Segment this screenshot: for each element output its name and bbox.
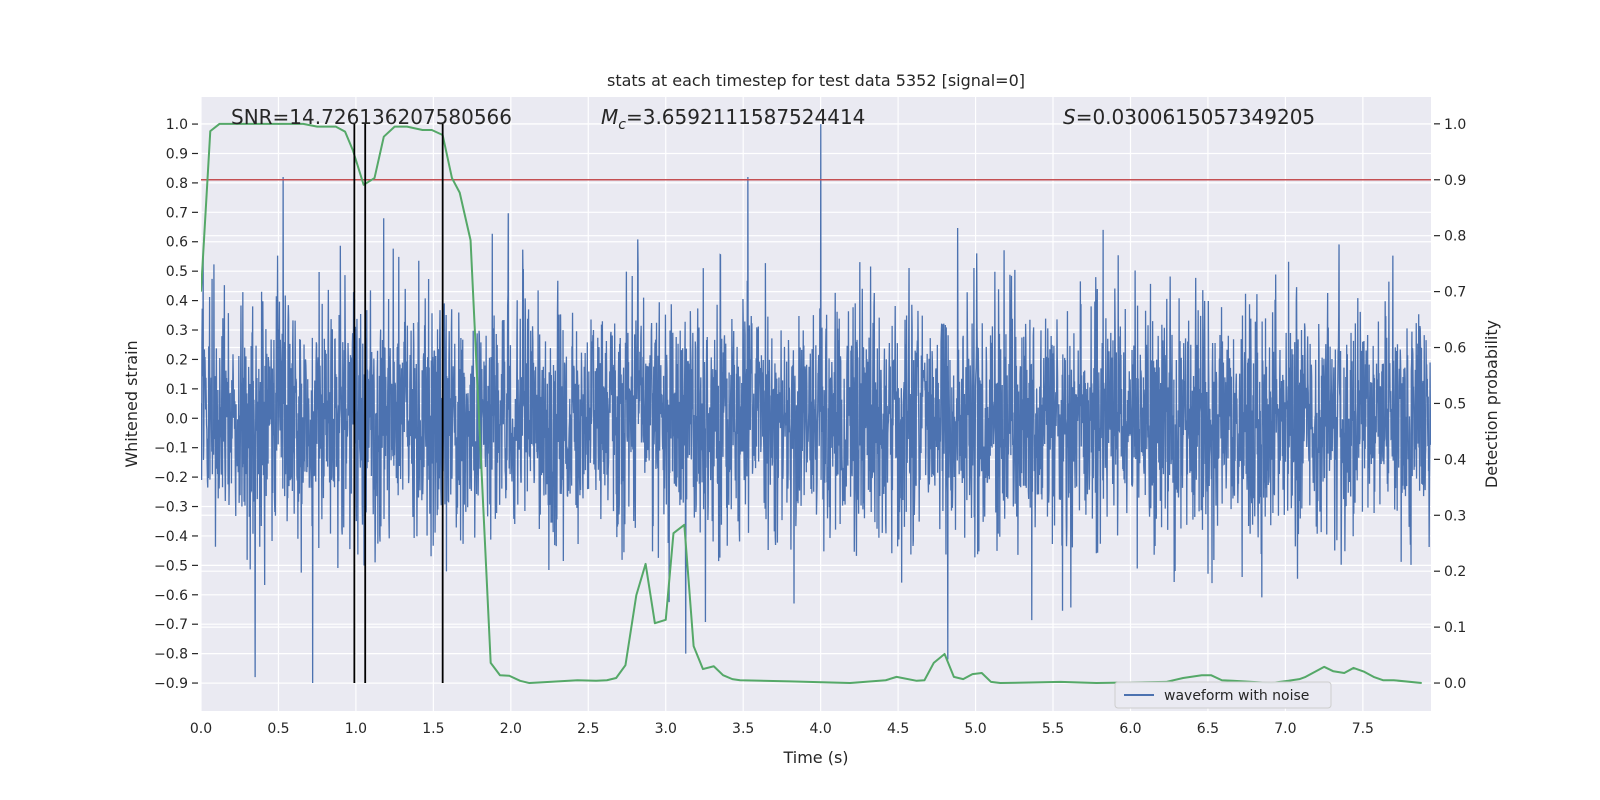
x-tick-label: 4.5: [887, 721, 909, 737]
s-annotation: S=0.0300615057349205: [1063, 105, 1315, 129]
y-tick-label-left: −0.7: [154, 617, 188, 633]
tick-labels: 0.0 0.5 1.0 1.5 2.0 2.5 3.0 3.5 4.0 4.5 5.0 5.5 6.0 6…: [154, 117, 1466, 737]
chirp-mass-annotation: Mc=3.6592111587524414: [601, 105, 865, 133]
x-axis-label: Time (s): [782, 748, 848, 767]
y-tick-label-left: −0.4: [154, 529, 188, 545]
x-tick-label: 4.0: [810, 721, 832, 737]
x-tick-label: 7.5: [1352, 721, 1374, 737]
y-tick-label-right: 0.2: [1444, 564, 1466, 580]
y-tick-label-left: −0.8: [154, 647, 188, 663]
y-tick-label-left: −0.1: [154, 441, 188, 457]
s-value: =0.0300615057349205: [1076, 105, 1315, 129]
y-tick-label-left: 0.2: [166, 352, 188, 368]
x-tick-label: 1.5: [422, 721, 444, 737]
mc-symbol: M: [601, 105, 618, 129]
y-tick-label-left: 0.4: [166, 294, 188, 310]
y-tick-label-left: 0.6: [166, 235, 188, 251]
x-tick-label: 5.0: [964, 721, 986, 737]
y-tick-label-left: 0.8: [166, 176, 188, 192]
y-tick-label-right: 0.4: [1444, 452, 1466, 468]
x-tick-label: 0.5: [267, 721, 289, 737]
y-tick-label-right: 0.3: [1444, 508, 1466, 524]
y-tick-label-left: 0.5: [166, 264, 188, 280]
y-axis-label-left: Whitened strain: [122, 340, 141, 467]
legend-label-waveform: waveform with noise: [1164, 688, 1309, 704]
y-tick-label-left: −0.9: [154, 676, 188, 692]
x-tick-label: 6.5: [1197, 721, 1219, 737]
mc-subscript: c: [618, 117, 626, 133]
x-tick-label: 2.5: [577, 721, 599, 737]
y-tick-label-right: 0.0: [1444, 676, 1466, 692]
y-axis-label-right: Detection probability: [1482, 320, 1501, 488]
y-tick-label-left: 0.9: [166, 146, 188, 162]
y-tick-label-right: 0.9: [1444, 173, 1466, 189]
waveform-line: [201, 124, 1431, 684]
x-tick-label: 2.0: [500, 721, 522, 737]
y-tick-label-left: 0.0: [166, 411, 188, 427]
y-tick-label-right: 0.5: [1444, 396, 1466, 412]
x-tick-label: 5.5: [1042, 721, 1064, 737]
y-tick-label-right: 0.8: [1444, 229, 1466, 245]
y-tick-label-right: 0.7: [1444, 285, 1466, 301]
x-tick-label: 3.0: [655, 721, 677, 737]
y-tick-label-left: −0.6: [154, 588, 188, 604]
mc-value: =3.6592111587524414: [626, 105, 865, 129]
y-tick-label-left: −0.3: [154, 500, 188, 516]
y-tick-label-right: 0.1: [1444, 620, 1466, 636]
y-tick-label-left: 0.1: [166, 382, 188, 398]
y-tick-label-right: 1.0: [1444, 117, 1466, 133]
legend: waveform with noise: [1114, 681, 1332, 709]
s-symbol: S: [1063, 105, 1076, 129]
y-tick-label-left: 0.7: [166, 205, 188, 221]
y-tick-label-left: −0.2: [154, 470, 188, 486]
x-tick-label: 1.0: [345, 721, 367, 737]
x-tick-label: 0.0: [190, 721, 212, 737]
y-tick-label-left: −0.5: [154, 558, 188, 574]
x-tick-label: 3.5: [732, 721, 754, 737]
x-tick-label: 6.0: [1119, 721, 1141, 737]
y-tick-label-left: 1.0: [166, 117, 188, 133]
legend-box: [1114, 681, 1332, 709]
x-tick-label: 7.0: [1274, 721, 1296, 737]
y-tick-label-left: 0.3: [166, 323, 188, 339]
snr-annotation: SNR=14.726136207580566: [231, 105, 512, 129]
y-tick-label-right: 0.6: [1444, 341, 1466, 357]
chart-title: stats at each timestep for test data 535…: [607, 71, 1025, 90]
